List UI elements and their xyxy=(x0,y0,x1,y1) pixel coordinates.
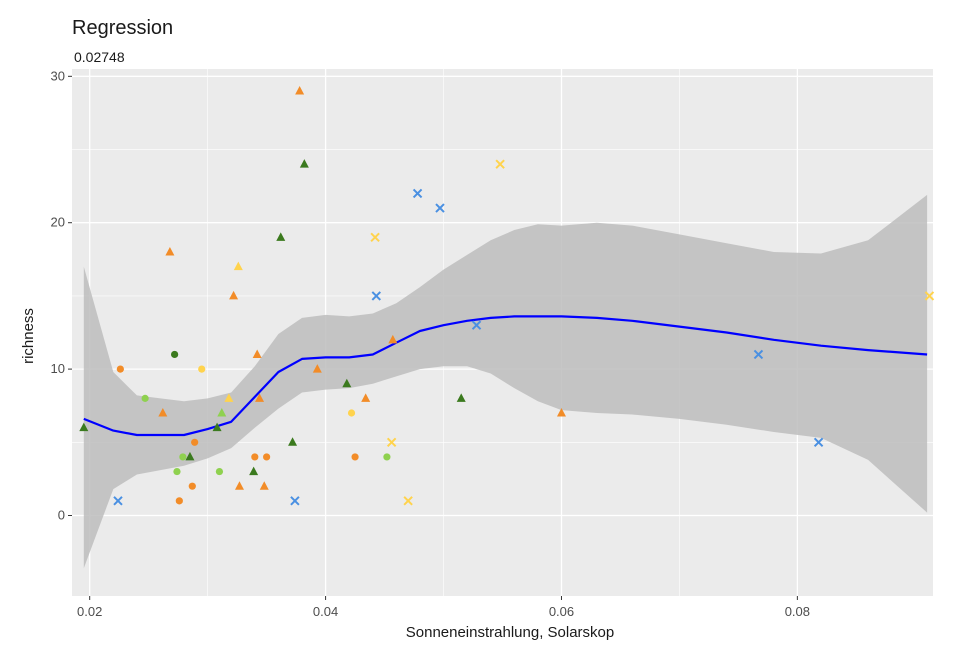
axes: 0.02 0.04 0.06 0.08 0 10 20 30 xyxy=(51,68,810,619)
data-point xyxy=(173,467,181,476)
chart-subtitle: 0.02748 xyxy=(74,49,125,65)
data-point xyxy=(813,437,824,447)
data-point xyxy=(116,365,124,373)
data-point xyxy=(435,203,445,213)
data-point xyxy=(198,365,206,373)
data-point xyxy=(388,334,398,344)
data-point xyxy=(179,453,187,461)
data-points xyxy=(79,85,935,506)
data-point xyxy=(471,320,482,330)
data-point xyxy=(495,159,505,169)
data-point xyxy=(165,246,175,256)
data-point xyxy=(233,261,243,271)
data-point xyxy=(371,291,382,301)
smooth-line-layer xyxy=(83,315,928,437)
data-point xyxy=(456,393,466,402)
data-point xyxy=(141,394,149,402)
data-point xyxy=(924,291,935,301)
data-point xyxy=(263,453,271,461)
data-point xyxy=(347,409,356,417)
x-tick-label: 0.06 xyxy=(549,604,574,619)
data-point xyxy=(171,350,179,359)
data-point xyxy=(191,438,199,446)
data-point xyxy=(753,349,764,360)
data-point xyxy=(276,232,286,241)
data-point xyxy=(212,422,222,432)
y-tick-label: 30 xyxy=(51,68,65,83)
data-point xyxy=(229,290,239,300)
data-point xyxy=(252,349,262,358)
data-point xyxy=(288,437,298,446)
data-point xyxy=(217,408,227,417)
data-point xyxy=(370,232,380,243)
data-point xyxy=(295,85,305,95)
data-point xyxy=(188,482,196,490)
confidence-band xyxy=(83,194,928,569)
data-point xyxy=(185,451,195,461)
y-tick-label: 0 xyxy=(58,507,65,522)
data-point xyxy=(255,393,265,402)
data-point xyxy=(351,453,359,461)
data-point xyxy=(299,159,309,168)
x-tick-label: 0.02 xyxy=(77,604,102,619)
y-axis-title: richness xyxy=(20,308,37,364)
smooth-line xyxy=(83,315,928,437)
data-point xyxy=(259,481,269,490)
data-point xyxy=(290,496,300,506)
data-point xyxy=(342,378,352,388)
data-point xyxy=(383,453,391,461)
data-point xyxy=(224,393,234,402)
data-point xyxy=(412,188,423,199)
chart-title: Regression xyxy=(72,17,173,39)
data-point xyxy=(113,496,123,506)
data-point xyxy=(556,408,566,417)
data-point xyxy=(215,467,224,476)
data-point xyxy=(361,393,371,402)
data-point xyxy=(158,408,168,417)
data-point xyxy=(386,437,397,447)
confidence-band-layer xyxy=(83,194,928,569)
x-tick-label: 0.08 xyxy=(785,604,810,619)
data-point xyxy=(249,466,259,476)
x-tick-label: 0.04 xyxy=(313,604,338,619)
data-point xyxy=(175,497,183,505)
data-point xyxy=(251,453,259,461)
y-tick-label: 10 xyxy=(51,361,65,376)
data-point xyxy=(234,481,244,490)
y-tick-label: 20 xyxy=(51,215,65,230)
data-point xyxy=(79,422,89,432)
data-point xyxy=(312,364,322,373)
x-axis-title: Sonneneinstrahlung, Solarskop xyxy=(406,624,614,641)
data-point xyxy=(403,496,413,506)
